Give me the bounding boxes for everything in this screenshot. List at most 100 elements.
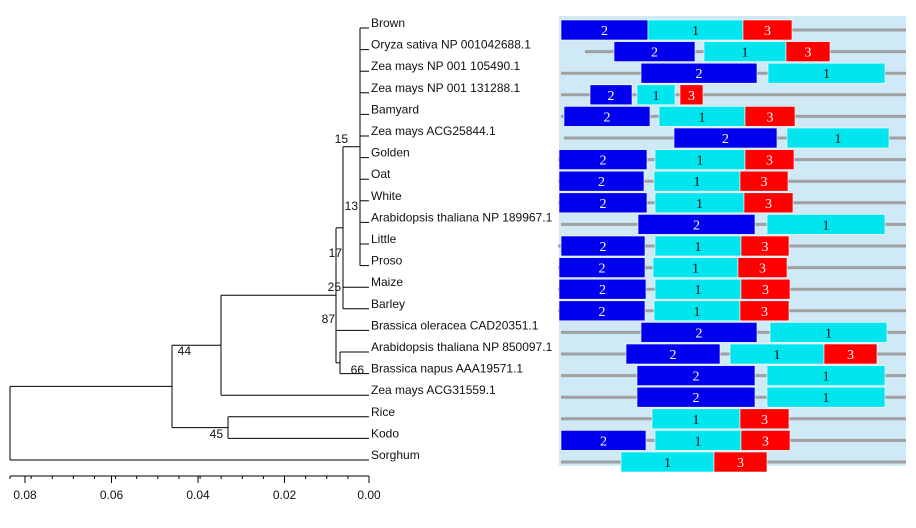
motif-1-block <box>786 127 890 149</box>
motif-label: 2 <box>600 240 607 255</box>
motif-label: 3 <box>759 262 766 277</box>
motif-label: 1 <box>692 24 699 39</box>
taxon-label: White <box>371 189 402 203</box>
motif-1-block <box>769 322 888 343</box>
motif-label: 3 <box>761 413 768 428</box>
motif-2-block <box>558 170 645 192</box>
bootstrap-value: 25 <box>328 280 342 294</box>
motif-2-block <box>673 127 778 149</box>
motif-label: 3 <box>762 283 769 298</box>
motif-3-block <box>713 451 768 473</box>
motif-3-block <box>739 408 790 430</box>
taxon-label: Brassica napus AAA19571.1 <box>371 362 523 376</box>
taxon-label: Zea mays NP 001 105490.1 <box>371 59 521 73</box>
motif-label: 1 <box>695 240 702 255</box>
taxon-label: Little <box>371 232 397 246</box>
motif-label: 1 <box>823 370 830 385</box>
taxon-label: Proso <box>371 254 403 268</box>
taxon-label: Zea mays ACG25844.1 <box>371 124 496 138</box>
motif-label: 3 <box>764 24 771 39</box>
distance-scale-axis: 0.08 0.06 0.04 0.02 0.00 <box>9 475 381 502</box>
motif-2-block <box>625 343 721 365</box>
motif-3-block <box>823 343 878 365</box>
bootstrap-value: 87 <box>322 312 336 326</box>
motif-2-block <box>589 84 633 106</box>
taxon-label: Zea mays NP 001 131288.1 <box>371 81 521 95</box>
bootstrap-value: 13 <box>345 199 359 213</box>
motif-2-block <box>558 278 647 300</box>
motif-1-block <box>766 214 886 235</box>
scale-tick-label: 0.08 <box>13 488 37 502</box>
scale-tick-label: 0.06 <box>100 488 124 502</box>
motif-label: 1 <box>695 434 702 449</box>
motif-label: 3 <box>688 89 695 104</box>
motif-2-block <box>558 300 646 322</box>
motif-label: 2 <box>599 305 606 320</box>
motif-2-block <box>560 235 646 257</box>
motif-label: 3 <box>737 456 744 471</box>
motif-label: 2 <box>604 110 611 125</box>
taxon-label: Oat <box>371 167 391 181</box>
motif-label: 2 <box>600 154 607 169</box>
motif-label: 1 <box>697 154 704 169</box>
motif-label: 1 <box>664 456 671 471</box>
motif-panel: 2 1 32 1 32 12 1 32 1 32 12 1 32 1 32 1 32 12 1 32 1 32 1 32 1 32… <box>558 16 906 473</box>
motif-label: 3 <box>767 110 774 125</box>
motif-label: 2 <box>651 46 658 61</box>
scale-tick-label: 0.02 <box>273 488 297 502</box>
taxon-label: Sorghum <box>371 448 420 462</box>
motif-label: 3 <box>761 175 768 190</box>
motif-label: 3 <box>766 154 773 169</box>
motif-label: 1 <box>694 305 701 320</box>
motif-2-block <box>637 214 756 235</box>
taxon-label: Brassica oleracea CAD20351.1 <box>371 318 539 332</box>
motif-2-block <box>636 365 756 386</box>
bootstrap-value: 17 <box>329 246 343 260</box>
motif-label: 2 <box>693 391 700 406</box>
motif-label: 1 <box>695 283 702 298</box>
taxon-label: Arabidopsis thaliana NP 189967.1 <box>371 210 553 224</box>
motif-label: 3 <box>765 197 772 212</box>
motif-label: 1 <box>694 175 701 190</box>
motif-3-block <box>785 41 831 62</box>
motif-label: 2 <box>600 197 607 212</box>
motif-label: 2 <box>600 434 607 449</box>
motif-3-block <box>740 235 790 257</box>
taxon-label: Arabidopsis thaliana NP 850097.1 <box>371 340 553 354</box>
motif-label: 3 <box>762 434 769 449</box>
motif-label: 2 <box>670 348 677 363</box>
motif-3-block <box>740 278 791 300</box>
motif-label: 3 <box>805 46 812 61</box>
taxon-label: Kodo <box>371 426 399 440</box>
motif-1-block <box>767 62 886 84</box>
taxon-label: Maize <box>371 275 403 289</box>
motif-3-block <box>739 170 789 192</box>
motif-label: 2 <box>598 175 605 190</box>
motif-label: 1 <box>823 218 830 233</box>
taxon-label: Oryza sativa NP 001042688.1 <box>371 38 531 52</box>
motif-label: 1 <box>742 46 749 61</box>
motif-label: 1 <box>653 89 660 104</box>
bootstrap-value: 45 <box>210 427 224 441</box>
motif-label: 3 <box>762 240 769 255</box>
motif-label: 1 <box>693 413 700 428</box>
motif-1-block <box>636 84 676 106</box>
motif-2-block <box>640 322 758 343</box>
taxon-label: Barley <box>371 297 405 311</box>
motif-3-block <box>737 257 788 278</box>
motif-2-block <box>558 192 648 214</box>
motif-label: 1 <box>823 391 830 406</box>
motif-label: 3 <box>847 348 854 363</box>
motif-3-block <box>743 192 794 214</box>
taxon-label: Zea mays ACG31559.1 <box>371 383 496 397</box>
taxon-label: Golden <box>371 146 410 160</box>
motif-2-block <box>558 149 648 170</box>
motif-label: 1 <box>823 67 830 82</box>
motif-label: 1 <box>692 262 699 277</box>
taxon-label: Rice <box>371 405 395 419</box>
motif-label: 1 <box>696 197 703 212</box>
motif-label: 2 <box>599 262 606 277</box>
scale-tick-label: 0.04 <box>186 488 210 502</box>
motif-label: 2 <box>693 218 700 233</box>
motif-3-block <box>739 300 790 322</box>
